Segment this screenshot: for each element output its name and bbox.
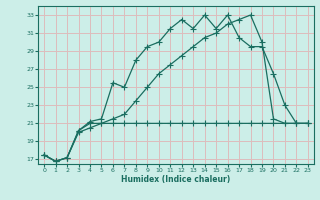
X-axis label: Humidex (Indice chaleur): Humidex (Indice chaleur) (121, 175, 231, 184)
